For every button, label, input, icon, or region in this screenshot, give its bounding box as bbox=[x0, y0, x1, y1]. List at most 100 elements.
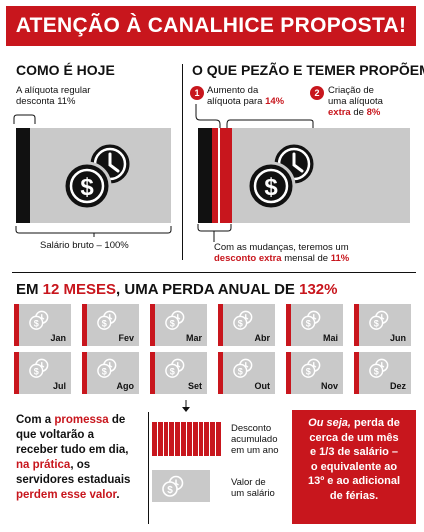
dollar-clock-icon: $ bbox=[97, 310, 117, 330]
accum-month-bar bbox=[169, 422, 176, 456]
svg-text:$: $ bbox=[34, 366, 39, 376]
item2-line1: Criação de bbox=[328, 85, 374, 96]
month-label: Jun bbox=[389, 333, 406, 343]
right-connector-lines bbox=[195, 104, 314, 128]
bottom-line3: receber tudo em dia, bbox=[16, 444, 129, 456]
legend1-line3: em um ano bbox=[231, 445, 279, 456]
dollar-clock-icon: $ bbox=[162, 475, 184, 497]
svg-text:$: $ bbox=[102, 366, 107, 376]
dollar-clock-icon: $ bbox=[97, 358, 117, 378]
svg-text:$: $ bbox=[374, 366, 379, 376]
svg-text:$: $ bbox=[306, 366, 311, 376]
accum-month-bar bbox=[216, 422, 222, 456]
legend1-line2: acumulado bbox=[231, 434, 278, 445]
svg-text:$: $ bbox=[374, 318, 379, 328]
right-caption-line1: Com as mudanças, teremos um bbox=[214, 242, 349, 253]
year-heading-percent: 132% bbox=[299, 281, 338, 298]
banner-title: ATENÇÃO À CANALHICE PROPOSTA! bbox=[6, 6, 416, 46]
accum-month-bar bbox=[181, 422, 187, 456]
right-discount-bar bbox=[198, 128, 212, 223]
dollar-clock-icon: $ bbox=[233, 310, 253, 330]
item2-badge: 2 bbox=[310, 86, 324, 100]
month-label: Set bbox=[187, 381, 202, 391]
month-label: Jan bbox=[50, 333, 66, 343]
dollar-clock-icon: $ bbox=[246, 141, 317, 211]
dollar-clock-icon: $ bbox=[29, 310, 49, 330]
month-tile: $ Dez bbox=[354, 352, 411, 394]
month-tile: $ Set bbox=[150, 352, 207, 394]
month-tile: $ Jul bbox=[14, 352, 71, 394]
dollar-clock-icon: $ bbox=[165, 310, 185, 330]
svg-text:$: $ bbox=[34, 318, 39, 328]
redbox-line3: e 1/3 de salário – bbox=[309, 446, 399, 458]
month-tile: $ Mai bbox=[286, 304, 343, 346]
dollar-clock-icon: $ bbox=[301, 358, 321, 378]
accum-month-bar bbox=[204, 422, 211, 456]
left-desc-line1: A alíquota regular bbox=[16, 85, 91, 96]
month-label: Abr bbox=[254, 333, 271, 343]
month-label: Fev bbox=[118, 333, 134, 343]
accum-month-bar bbox=[152, 422, 158, 456]
left-bracket-top bbox=[13, 114, 36, 124]
bottom-l6b: . bbox=[116, 489, 120, 501]
bottom-divider bbox=[148, 412, 149, 524]
legend2-line1: Valor de bbox=[231, 477, 266, 488]
bottom-l4b: , os bbox=[70, 459, 91, 471]
left-bracket-bottom bbox=[15, 226, 172, 237]
section-divider bbox=[182, 64, 183, 260]
month-label: Jul bbox=[52, 381, 66, 391]
caption-extra: desconto extra bbox=[214, 253, 282, 264]
item1-line2: alíquota para 14% bbox=[207, 96, 284, 107]
redbox-line4: o equivalente ao bbox=[310, 460, 398, 473]
year-heading: EM 12 MESES, UMA PERDA ANUAL DE 132% bbox=[16, 281, 337, 298]
left-caption: Salário bruto – 100% bbox=[40, 240, 129, 251]
left-heading: COMO É HOJE bbox=[16, 62, 115, 78]
dollar-clock-icon: $ bbox=[301, 310, 321, 330]
svg-text:$: $ bbox=[264, 174, 278, 201]
bottom-l1a: Com a bbox=[16, 414, 55, 426]
month-label: Mai bbox=[322, 333, 338, 343]
accum-month-bar bbox=[210, 422, 217, 456]
item2-rate: 8% bbox=[366, 107, 381, 118]
month-tile: $ Jun bbox=[354, 304, 411, 346]
month-tile: $ Ago bbox=[82, 352, 139, 394]
redbox-line6: de férias. bbox=[329, 489, 379, 502]
month-label: Ago bbox=[116, 381, 135, 391]
svg-text:$: $ bbox=[170, 318, 175, 328]
left-discount-bar bbox=[16, 128, 30, 223]
item1-line2a: alíquota para bbox=[207, 96, 266, 107]
svg-text:$: $ bbox=[238, 366, 243, 376]
item2-line3: extra de 8% bbox=[328, 107, 383, 118]
bottom-promise: promessa bbox=[54, 414, 109, 426]
bottom-l1c: de bbox=[108, 414, 126, 426]
legend1-line1: Desconto bbox=[231, 423, 272, 434]
bottom-practice: na prática bbox=[16, 459, 71, 471]
caption-line2b: mensal de bbox=[281, 253, 331, 264]
accum-month-bar bbox=[198, 422, 205, 456]
caption-rate: 11% bbox=[330, 253, 350, 264]
accum-month-bar bbox=[163, 422, 170, 456]
year-heading-a: EM bbox=[16, 281, 43, 298]
year-heading-c: , UMA PERDA ANUAL DE bbox=[116, 281, 300, 298]
year-heading-months: 12 MESES bbox=[42, 281, 117, 298]
month-label: Out bbox=[254, 381, 271, 391]
dollar-clock-icon: $ bbox=[369, 358, 389, 378]
accum-month-bar bbox=[186, 422, 193, 456]
svg-text:$: $ bbox=[80, 174, 94, 201]
right-increase-bar bbox=[212, 128, 218, 223]
month-tile: $ Jan bbox=[14, 304, 71, 346]
dollar-clock-icon: $ bbox=[369, 310, 389, 330]
item2-extra: extra bbox=[328, 107, 351, 118]
one-salary-box: $ bbox=[152, 470, 210, 502]
month-label: Nov bbox=[320, 381, 338, 391]
arrow-down-icon bbox=[182, 400, 190, 412]
item1-rate: 14% bbox=[265, 96, 285, 107]
legend2: Valor de um salário bbox=[231, 477, 275, 499]
right-extra-bar bbox=[218, 128, 232, 223]
bottom-line5: servidores estaduais bbox=[16, 474, 131, 486]
svg-text:$: $ bbox=[102, 318, 107, 328]
svg-text:$: $ bbox=[167, 485, 173, 496]
bottom-text: Com a promessa de que voltarão a receber… bbox=[16, 413, 130, 503]
item1-badge: 1 bbox=[190, 86, 204, 100]
right-caption-line2: desconto extra mensal de 11% bbox=[214, 253, 349, 264]
